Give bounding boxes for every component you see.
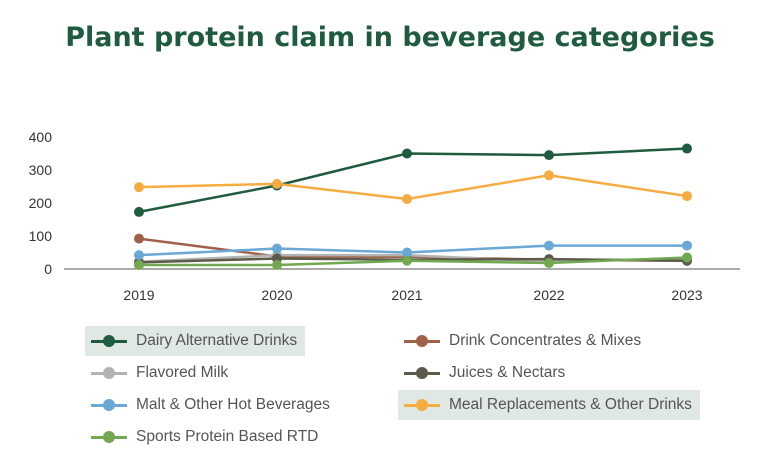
data-point bbox=[682, 240, 692, 251]
y-tick-label: 0 bbox=[44, 261, 52, 277]
data-point bbox=[544, 170, 554, 181]
x-tick-label: 2020 bbox=[261, 287, 292, 303]
legend-marker bbox=[91, 430, 127, 444]
data-point bbox=[272, 178, 282, 189]
legend-marker bbox=[91, 334, 127, 348]
data-point bbox=[402, 148, 412, 159]
data-point bbox=[402, 255, 412, 266]
x-tick-label: 2023 bbox=[671, 287, 702, 303]
data-point bbox=[402, 194, 412, 205]
x-tick-label: 2021 bbox=[391, 287, 422, 303]
data-point bbox=[682, 191, 692, 202]
data-point bbox=[134, 233, 144, 244]
legend-marker bbox=[91, 366, 127, 380]
legend-item: Dairy Alternative Drinks bbox=[85, 326, 306, 356]
x-tick-label: 2022 bbox=[533, 287, 564, 303]
legend-label: Juices & Nectars bbox=[449, 364, 566, 381]
data-point bbox=[272, 243, 282, 254]
legend-item: Malt & Other Hot Beverages bbox=[85, 390, 338, 420]
series-line bbox=[138, 147, 688, 214]
data-point bbox=[682, 143, 692, 154]
x-tick-label: 2019 bbox=[123, 287, 154, 303]
legend-label: Dairy Alternative Drinks bbox=[136, 332, 298, 349]
data-point bbox=[402, 247, 412, 258]
y-tick-label: 200 bbox=[29, 195, 53, 211]
legend-label: Malt & Other Hot Beverages bbox=[136, 396, 330, 413]
chart-title: Plant protein claim in beverage categori… bbox=[65, 22, 715, 53]
data-point bbox=[544, 258, 554, 269]
data-point bbox=[272, 260, 282, 271]
legend-item: Flavored Milk bbox=[85, 358, 236, 388]
legend-label: Flavored Milk bbox=[136, 364, 229, 381]
legend-label: Meal Replacements & Other Drinks bbox=[449, 396, 692, 413]
data-point bbox=[134, 182, 144, 193]
data-point bbox=[134, 206, 144, 217]
data-point bbox=[134, 260, 144, 271]
legend-item: Sports Protein Based RTD bbox=[85, 422, 326, 452]
legend-label: Sports Protein Based RTD bbox=[136, 428, 319, 445]
legend-item: Meal Replacements & Other Drinks bbox=[398, 390, 700, 420]
y-tick-label: 100 bbox=[29, 228, 53, 244]
legend-marker bbox=[404, 398, 440, 412]
y-tick-label: 300 bbox=[29, 162, 53, 178]
legend-marker bbox=[404, 334, 440, 348]
data-point bbox=[682, 252, 692, 263]
data-point bbox=[134, 250, 144, 261]
legend-label: Drink Concentrates & Mixes bbox=[449, 332, 642, 349]
legend-marker bbox=[91, 398, 127, 412]
legend-item: Juices & Nectars bbox=[398, 358, 573, 388]
series-line bbox=[138, 244, 687, 257]
data-point bbox=[544, 150, 554, 161]
legend-marker bbox=[404, 366, 440, 380]
data-point bbox=[544, 240, 554, 251]
y-tick-label: 400 bbox=[29, 129, 53, 145]
legend-item: Drink Concentrates & Mixes bbox=[398, 326, 649, 356]
